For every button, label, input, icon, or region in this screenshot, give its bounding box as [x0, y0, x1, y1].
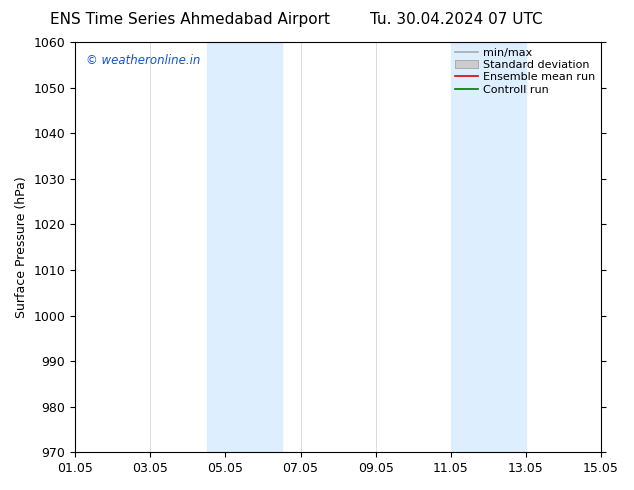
Text: © weatheronline.in: © weatheronline.in — [86, 54, 200, 67]
Text: Tu. 30.04.2024 07 UTC: Tu. 30.04.2024 07 UTC — [370, 12, 543, 27]
Legend: min/max, Standard deviation, Ensemble mean run, Controll run: min/max, Standard deviation, Ensemble me… — [455, 48, 595, 95]
Bar — [207, 42, 281, 452]
Y-axis label: Surface Pressure (hPa): Surface Pressure (hPa) — [15, 176, 28, 318]
Text: ENS Time Series Ahmedabad Airport: ENS Time Series Ahmedabad Airport — [50, 12, 330, 27]
Bar — [451, 42, 526, 452]
